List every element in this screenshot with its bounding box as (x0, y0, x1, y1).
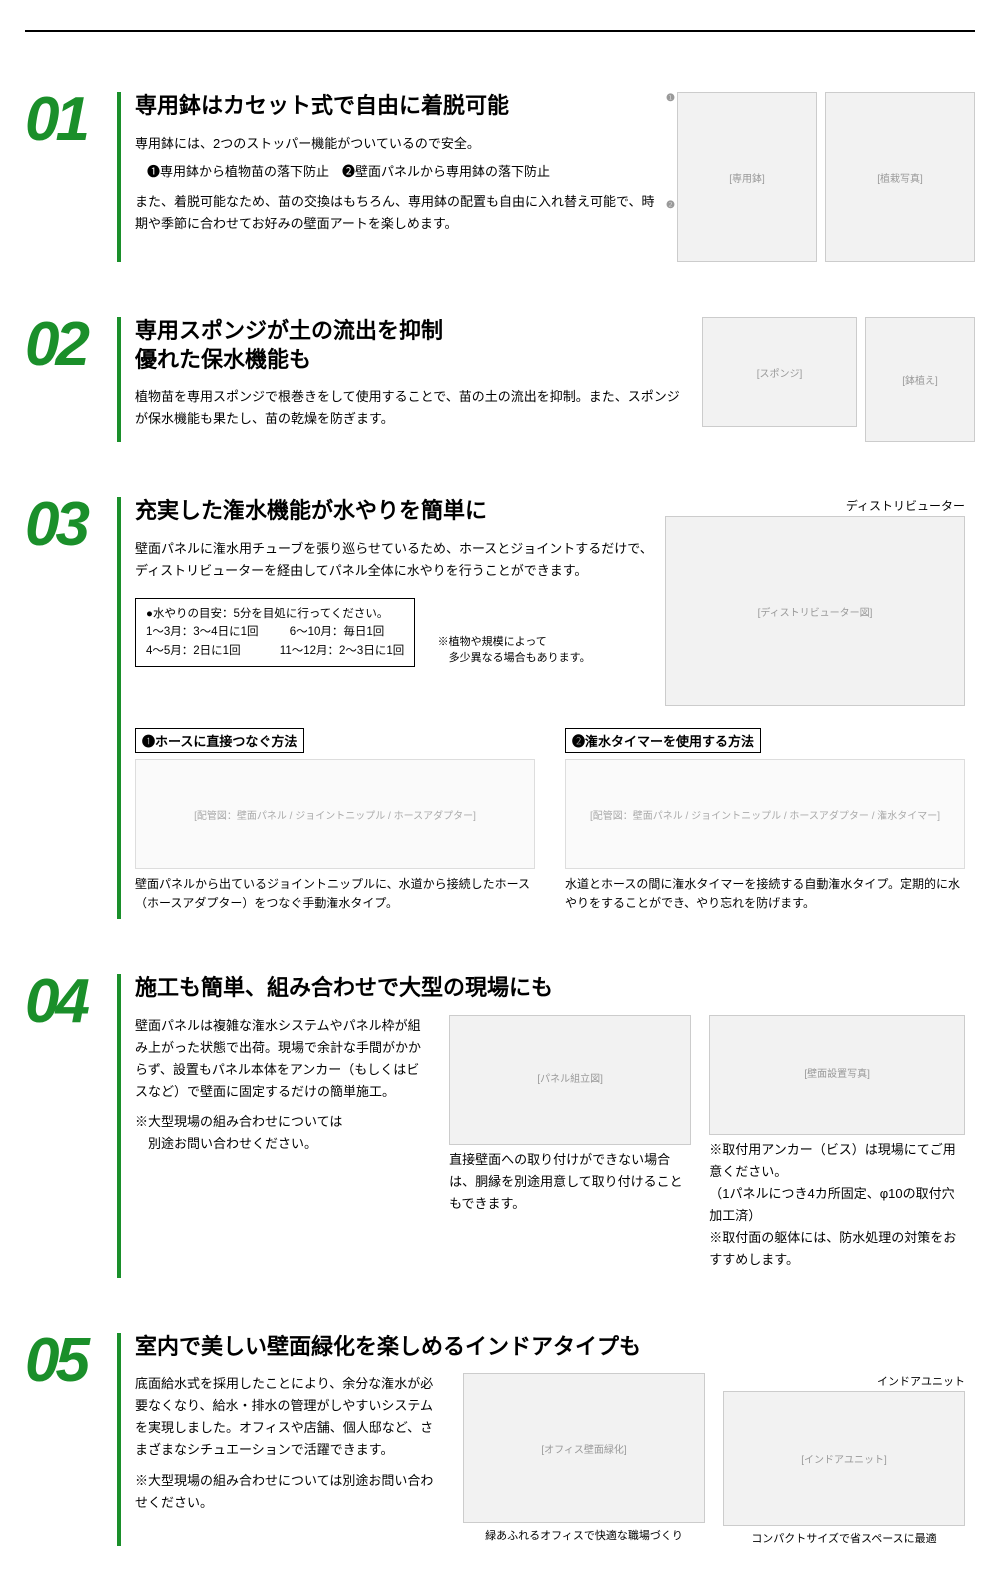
section-bar (117, 1333, 121, 1547)
top-rule (25, 30, 975, 32)
section-number: 03 (25, 497, 105, 553)
section-03: 03 充実した潅水機能が水やりを簡単に 壁面パネルに潅水用チューブを張り巡らせて… (25, 497, 975, 919)
section-title: 施工も簡単、組み合わせで大型の現場にも (135, 974, 965, 1003)
section-text: 壁面パネルに潅水用チューブを張り巡らせているため、ホースとジョイントするだけで、… (135, 538, 655, 582)
planting-photo: [植栽写真] (825, 92, 975, 262)
section-number: 02 (25, 317, 105, 373)
watering-schedule-box: ●水やりの目安：5分を目処に行ってください。 1〜3月：3〜4日に1回 6〜10… (135, 598, 415, 667)
section-content: 施工も簡単、組み合わせで大型の現場にも 壁面パネルは複雑な潅水システムやパネル枠… (135, 974, 975, 1277)
panel-assembly-image: [パネル組立図] (449, 1015, 691, 1145)
schedule-3b: 11〜12月：2〜3日に1回 (280, 645, 404, 657)
schedule-2b: 6〜10月：毎日1回 (290, 626, 385, 638)
method-1: ❶ホースに直接つなぐ方法 [配管図：壁面パネル / ジョイントニップル / ホー… (135, 728, 535, 919)
col2-caption: 直接壁面への取り付けができない場合は、胴縁を別途用意して取り付けることもできます… (449, 1149, 691, 1215)
method-2-title: ❷潅水タイマーを使用する方法 (565, 728, 761, 753)
wall-mounted-photo: [壁面設置写真] (709, 1015, 965, 1135)
distributor-image-wrap: ディストリビューター [ディストリビューター図] (665, 497, 965, 706)
callout-1: ❶ (666, 93, 675, 104)
distributor-image: [ディストリビューター図] (665, 516, 965, 706)
method-2-diagram: [配管図：壁面パネル / ジョイントニップル / ホースアダプター / 潅水タイ… (565, 759, 965, 869)
section-title: 専用スポンジが土の流出を抑制 優れた保水機能も (135, 317, 692, 374)
section-01: 01 専用鉢はカセット式で自由に着脱可能 専用鉢には、2つのストッパー機能がつい… (25, 92, 975, 262)
section-bar (117, 317, 121, 442)
section-text: 壁面パネルは複雑な潅水システムやパネル枠が組み上がった状態で出荷。現場で余計な手… (135, 1015, 431, 1103)
section-title: 室内で美しい壁面緑化を楽しめるインドアタイプも (135, 1333, 965, 1362)
watering-note: ※植物や規模によって 多少異なる場合もあります。 (438, 634, 591, 667)
method-1-caption: 壁面パネルから出ているジョイントニップルに、水道から接続したホース（ホースアダプ… (135, 875, 535, 913)
section-title: 充実した潅水機能が水やりを簡単に (135, 497, 655, 526)
section-text: 植物苗を専用スポンジで根巻きをして使用することで、苗の土の流出を抑制。また、スポ… (135, 386, 692, 430)
section-content: 専用鉢はカセット式で自由に着脱可能 専用鉢には、2つのストッパー機能がついている… (135, 92, 677, 241)
section-number: 05 (25, 1333, 105, 1389)
section-text2: また、着脱可能なため、苗の交換はもちろん、専用鉢の配置も自由に入れ替え可能で、時… (135, 191, 667, 235)
section-04: 04 施工も簡単、組み合わせで大型の現場にも 壁面パネルは複雑な潅水システムやパ… (25, 974, 975, 1277)
img1-caption: 緑あふれるオフィスで快適な職場づくり (463, 1527, 705, 1543)
potted-plant-image: [鉢植え] (865, 317, 975, 442)
method-1-title: ❶ホースに直接つなぐ方法 (135, 728, 304, 753)
schedule-3a: 4〜5月：2日に1回 (146, 645, 241, 657)
section-number: 01 (25, 92, 105, 148)
pot-diagram-image: ❶ ❷ [専用鉢] (677, 92, 817, 262)
section-note: ※大型現場の組み合わせについては別途お問い合わせください。 (135, 1470, 445, 1514)
section-content: 充実した潅水機能が水やりを簡単に 壁面パネルに潅水用チューブを張り巡らせているた… (135, 497, 975, 919)
section-text: 底面給水式を採用したことにより、余分な潅水が必要なくなり、給水・排水の管理がしや… (135, 1373, 445, 1461)
section-text-bullets: ❶専用鉢から植物苗の落下防止 ❷壁面パネルから専用鉢の落下防止 (135, 161, 667, 183)
schedule-line1: ●水やりの目安：5分を目処に行ってください。 (146, 605, 404, 623)
section-bar (117, 92, 121, 262)
section-text: 専用鉢には、2つのストッパー機能がついているので安全。 (135, 133, 667, 155)
section-content: 専用スポンジが土の流出を抑制 優れた保水機能も 植物苗を専用スポンジで根巻きをし… (135, 317, 702, 436)
section-note: ※大型現場の組み合わせについては 別途お問い合わせください。 (135, 1111, 431, 1155)
method-1-diagram: [配管図：壁面パネル / ジョイントニップル / ホースアダプター] (135, 759, 535, 869)
distributor-label: ディストリビューター (665, 497, 965, 514)
section-02: 02 専用スポンジが土の流出を抑制 優れた保水機能も 植物苗を専用スポンジで根巻… (25, 317, 975, 442)
section-bar (117, 497, 121, 919)
col3-caption: ※取付用アンカー（ビス）は現場にてご用意ください。 （1パネルにつき4カ所固定、… (709, 1139, 965, 1272)
section-number: 04 (25, 974, 105, 1030)
method-2: ❷潅水タイマーを使用する方法 [配管図：壁面パネル / ジョイントニップル / … (565, 728, 965, 919)
indoor-unit-photo: [インドアユニット] (723, 1391, 965, 1526)
section-images: [スポンジ] [鉢植え] (702, 317, 975, 442)
section-bar (117, 974, 121, 1277)
indoor-unit-label: インドアユニット (723, 1373, 965, 1389)
office-greenwall-photo: [オフィス壁面緑化] (463, 1373, 705, 1523)
schedule-2a: 1〜3月：3〜4日に1回 (146, 626, 258, 638)
methods-row: ❶ホースに直接つなぐ方法 [配管図：壁面パネル / ジョイントニップル / ホー… (135, 728, 965, 919)
section-05: 05 室内で美しい壁面緑化を楽しめるインドアタイプも 底面給水式を採用したことに… (25, 1333, 975, 1547)
section-title: 専用鉢はカセット式で自由に着脱可能 (135, 92, 667, 121)
section-images: ❶ ❷ [専用鉢] [植栽写真] (677, 92, 975, 262)
sponge-image: [スポンジ] (702, 317, 857, 427)
img2-caption: コンパクトサイズで省スペースに最適 (723, 1530, 965, 1546)
method-2-caption: 水道とホースの間に潅水タイマーを接続する自動潅水タイプ。定期的に水やりをすること… (565, 875, 965, 913)
callout-2: ❷ (666, 200, 675, 211)
section-content: 室内で美しい壁面緑化を楽しめるインドアタイプも 底面給水式を採用したことにより、… (135, 1333, 975, 1547)
